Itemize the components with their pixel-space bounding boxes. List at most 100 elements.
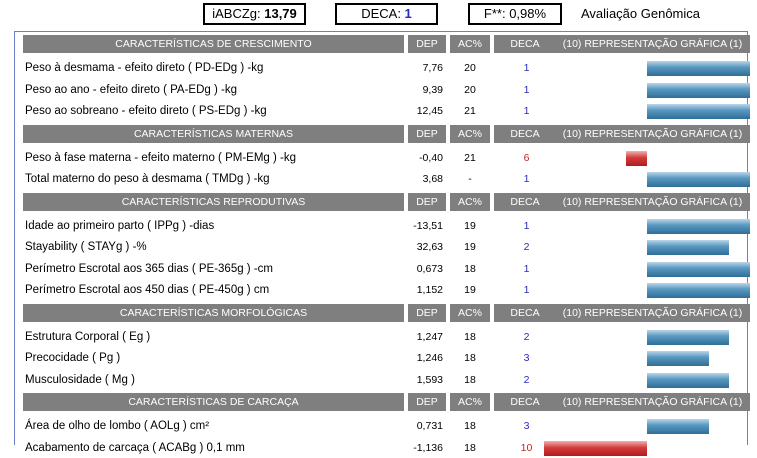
deca-header: DECA [494,124,556,143]
section-title: CARACTERÍSTICAS DE CRESCIMENTO [23,35,404,53]
iabczg-label: iABCZg: [212,6,265,21]
deca-header: DECA [494,393,556,411]
dep-header: DEP [408,124,446,143]
dep-value: 1,593 [416,374,443,386]
dep-value: 0,731 [416,420,443,432]
accuracy-value: 20 [464,84,476,96]
genomic-evaluation-table: CARACTERÍSTICAS DE CRESCIMENTO DEP AC% DECA… [14,31,750,456]
table-row: Total materno do peso à desmama ( TMDg )… [23,169,750,189]
deca-value: 3 [523,352,530,364]
trait-name: Acabamento de carcaça ( ACABg ) 0,1 mm [25,442,245,454]
trait-name: Peso ao sobreano - efeito direto ( PS-ED… [25,105,267,117]
accuracy-value: 18 [464,420,476,432]
trait-name: Precocidade ( Pg ) [25,352,121,364]
inbreeding-value: F**: 0,98% [483,6,547,21]
accuracy-value: 18 [464,352,476,364]
trait-name: Musculosidade ( Mg ) [25,374,135,386]
accuracy-value: 20 [464,62,476,74]
accuracy-value: 19 [464,241,476,253]
graph-bar-negative [626,151,647,166]
dep-value: 12,45 [416,105,443,117]
trait-name: Perímetro Escrotal aos 365 dias ( PE-365… [25,263,273,275]
graph-bar-positive [647,172,750,187]
graph-bar-positive [647,219,750,234]
graph-bar-positive [647,419,709,434]
deca-value: 1 [523,62,530,74]
deca-value: 1 [523,263,530,275]
ac-header: AC% [450,192,490,211]
table-row: Perímetro Escrotal aos 365 dias ( PE-365… [23,259,750,279]
dep-value: 1,152 [416,284,443,296]
trait-name: Peso à desmama - efeito direto ( PD-EDg … [25,62,264,74]
graph-header: (10) REPRESENTAÇÃO GRÁFICA (1) [555,35,750,53]
deca-value: 2 [523,331,530,343]
dep-value: 1,247 [416,331,443,343]
table-row: Stayability ( STAYg ) -% 32,63 19 2 [23,237,750,257]
deca-value: 1 [523,284,530,296]
graph-bar-positive [647,283,750,298]
deca-value: 6 [523,152,530,164]
section-title: CARACTERÍSTICAS MATERNAS [23,124,404,143]
accuracy-value: 18 [464,263,476,275]
table-row: Peso à fase materna - efeito materno ( P… [23,148,750,168]
trait-name: Área de olho de lombo ( AOLg ) cm² [25,420,210,432]
trait-name: Idade ao primeiro parto ( IPPg ) -dias [25,220,215,232]
table-row: Peso à desmama - efeito direto ( PD-EDg … [23,58,750,78]
graph-bar-negative [544,441,647,456]
deca-value: 2 [523,241,530,253]
accuracy-value: 19 [464,284,476,296]
table-row: Perímetro Escrotal aos 450 dias ( PE-450… [23,280,750,300]
graph-bar-positive [647,240,730,255]
inbreeding-box: F**: 0,98% [468,3,562,25]
dep-value: -13,51 [413,220,443,232]
graph-bar-positive [647,373,730,388]
report-title: Avaliação Genômica [581,6,700,21]
dep-header: DEP [408,303,446,322]
ac-header: AC% [450,393,490,411]
iabczg-value: 13,79 [264,6,297,21]
trait-name: Total materno do peso à desmama ( TMDg )… [25,173,270,185]
deca-label: DECA: [361,6,405,21]
table-row: Peso ao sobreano - efeito direto ( PS-ED… [23,101,750,121]
deca-value: 2 [523,374,530,386]
graph-bar-positive [647,61,750,76]
dep-value: 7,76 [422,62,443,74]
dep-value: -1,136 [413,442,443,454]
section-title: CARACTERÍSTICAS DE CARCAÇA [23,393,404,411]
table-row: Acabamento de carcaça ( ACABg ) 0,1 mm -1… [23,438,750,458]
deca-value: 1 [523,173,530,185]
section-title: CARACTERÍSTICAS MORFOLÓGICAS [23,303,404,322]
accuracy-value: 19 [464,220,476,232]
trait-name: Estrutura Corporal ( Eg ) [25,331,151,343]
accuracy-value: 18 [464,442,476,454]
accuracy-value: 21 [464,105,476,117]
table-row: Musculosidade ( Mg ) 1,593 18 2 [23,370,750,390]
dep-value: 3,68 [422,173,443,185]
ac-header: AC% [450,303,490,322]
graph-header: (10) REPRESENTAÇÃO GRÁFICA (1) [555,303,750,322]
dep-value: 1,246 [416,352,443,364]
deca-value: 1 [523,84,530,96]
dep-header: DEP [408,35,446,53]
section-title: CARACTERÍSTICAS REPRODUTIVAS [23,192,404,211]
table-row: Idade ao primeiro parto ( IPPg ) -dias -1… [23,216,750,236]
deca-value: 1 [404,6,412,21]
accuracy-value: 21 [464,152,476,164]
graph-header: (10) REPRESENTAÇÃO GRÁFICA (1) [555,124,750,143]
dep-value: 0,673 [416,263,443,275]
table-row: Precocidade ( Pg ) 1,246 18 3 [23,348,750,368]
table-row: Peso ao ano - efeito direto ( PA-EDg ) -… [23,80,750,100]
graph-bar-positive [647,104,750,119]
dep-value: 32,63 [416,241,443,253]
graph-bar-positive [647,351,709,366]
ac-header: AC% [450,35,490,53]
accuracy-value: 18 [464,374,476,386]
deca-header: DECA [494,192,556,211]
accuracy-value: - [468,173,472,185]
deca-value: 3 [523,420,530,432]
trait-name: Peso à fase materna - efeito materno ( P… [25,152,296,164]
deca-value: 1 [523,105,530,117]
graph-bar-positive [647,83,750,98]
accuracy-value: 18 [464,331,476,343]
dep-value: -0,40 [419,152,443,164]
